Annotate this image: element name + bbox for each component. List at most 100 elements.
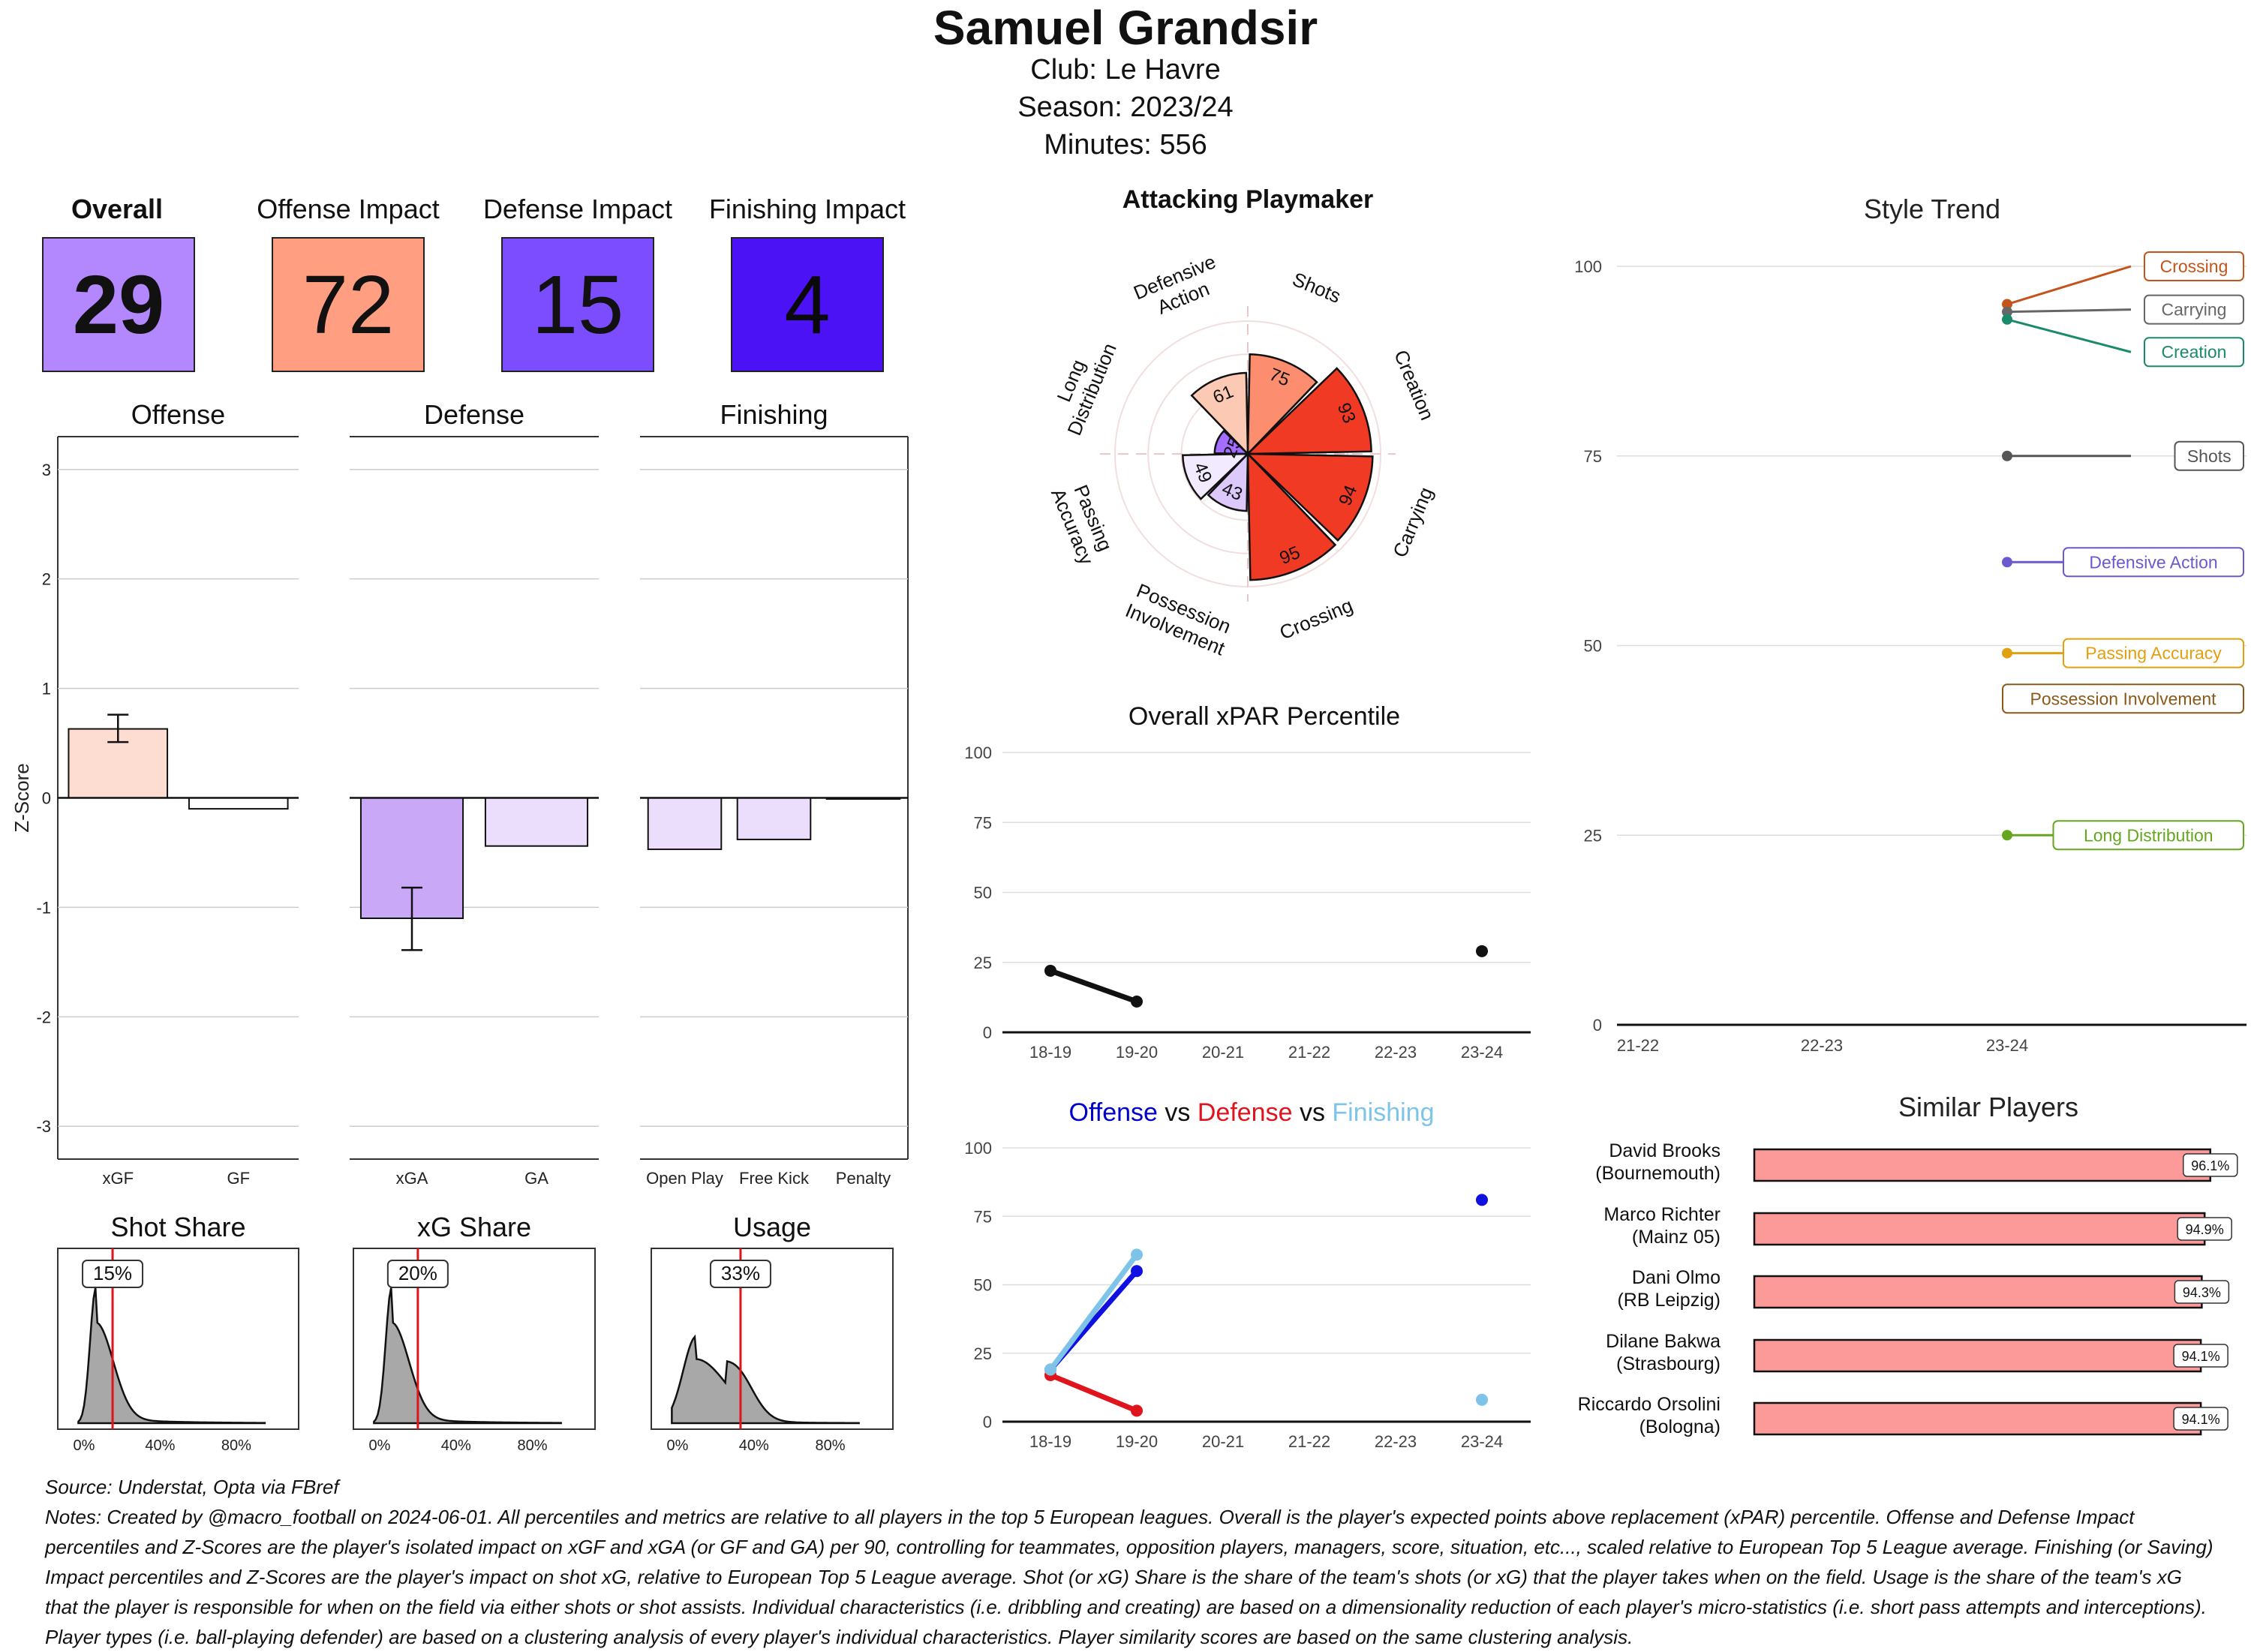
player-name: Samuel Grandsir — [933, 1, 1318, 55]
x-tick-label: 19-20 — [1116, 1432, 1158, 1451]
share-density-area — [373, 1287, 562, 1425]
y-tick-label: 50 — [974, 884, 992, 903]
radar-category-label: Crossing — [1276, 593, 1356, 644]
x-tick-label: 20-21 — [1202, 1432, 1244, 1451]
zscore-bar-gf — [188, 797, 289, 810]
club-line: Club: Le Havre — [1030, 54, 1221, 86]
similar-player-name: David Brooks — [1609, 1140, 1721, 1161]
share-x-tick: 80% — [517, 1437, 547, 1454]
series-line-finishing — [1050, 1254, 1482, 1399]
similar-player-name: (Bournemouth) — [1595, 1163, 1721, 1184]
style-label-shots: Shots — [2187, 446, 2231, 466]
style-label-box — [2144, 337, 2244, 368]
similar-score-box — [2177, 1217, 2232, 1241]
y-tick-label: 0 — [1593, 1016, 1602, 1035]
zscore-axis-label: Z-Score — [11, 763, 33, 832]
category-label-penalty: Penalty — [836, 1169, 891, 1188]
radar-wedge-possession-involvement — [1207, 451, 1249, 512]
footer-notes-block: Source: Understat, Opta via FBref Notes:… — [45, 1472, 2213, 1652]
style-label-box — [2174, 440, 2244, 471]
series-point-finishing — [1044, 1363, 1056, 1376]
similar-player-bar — [1753, 1212, 2206, 1246]
style-point — [2002, 299, 2012, 310]
style-label-passing-accuracy: Passing Accuracy — [2085, 644, 2222, 663]
similar-score-label: 96.1% — [2191, 1158, 2229, 1173]
similar-player-name: Marco Richter — [1603, 1204, 1721, 1225]
y-tick-label: 25 — [974, 1344, 992, 1363]
style-label-box — [2052, 820, 2244, 851]
series-point-defense — [1131, 1404, 1143, 1417]
y-tick-label: 100 — [1574, 257, 1602, 276]
x-tick-label: 22-23 — [1801, 1036, 1843, 1055]
series-point — [1131, 995, 1143, 1008]
share-density-area — [671, 1334, 860, 1425]
radar-wedge-shots — [1246, 353, 1318, 457]
panel-title-defense: Defense — [424, 399, 524, 430]
y-tick-label: 100 — [964, 1139, 992, 1158]
category-label-open-play: Open Play — [646, 1169, 723, 1188]
style-label-long-distribution: Long Distribution — [2084, 825, 2213, 845]
style-point — [2002, 830, 2012, 841]
share-panel-title: Shot Share — [110, 1212, 245, 1242]
finishing-impact-card-value: 4 — [731, 237, 884, 372]
radar-category-label: LongDistribution — [1042, 332, 1121, 439]
style-label-box — [2002, 683, 2244, 714]
radar-category-label: DefensiveAction — [1130, 250, 1228, 325]
radar-wedge-passing-accuracy — [1182, 452, 1251, 500]
zscore-tick-label: 1 — [42, 680, 51, 698]
similar-player-name: (Mainz 05) — [1632, 1227, 1721, 1248]
share-marker-label: 15% — [93, 1262, 132, 1284]
y-tick-label: 0 — [983, 1023, 992, 1042]
share-x-tick: 40% — [739, 1437, 769, 1454]
x-tick-label: 21-22 — [1288, 1432, 1330, 1451]
x-tick-label: 22-23 — [1375, 1432, 1417, 1451]
methodology-note: Notes: Created by @macro_football on 202… — [45, 1506, 2213, 1648]
ovd-title: Offense vs Defense vs Finishing — [1069, 1098, 1435, 1127]
style-point — [2002, 314, 2012, 325]
share-panel-title: xG Share — [417, 1212, 531, 1242]
style-label-possession-involvement: Possession Involvement — [2030, 689, 2216, 708]
y-tick-label: 50 — [974, 1276, 992, 1295]
share-marker-label: 20% — [398, 1262, 437, 1284]
series-line — [1050, 951, 1482, 1002]
zscore-bar-open-play — [647, 797, 723, 851]
similar-score-box — [2183, 1153, 2238, 1177]
minutes-line: Minutes: 556 — [1044, 129, 1207, 161]
style-connector — [2006, 318, 2132, 353]
similar-player-name: (Strasbourg) — [1616, 1353, 1721, 1374]
style-label-box — [2144, 251, 2244, 281]
x-tick-label: 23-24 — [1461, 1432, 1503, 1451]
panel-title-offense: Offense — [131, 399, 225, 430]
overall-card-title: Overall — [71, 194, 164, 224]
x-tick-label: 23-24 — [1461, 1043, 1503, 1062]
similar-player-name: Dilane Bakwa — [1606, 1331, 1721, 1352]
style-trend-title: Style Trend — [1864, 194, 2000, 224]
similar-score-box — [2173, 1407, 2228, 1431]
series-point — [1476, 945, 1488, 957]
y-tick-label: 75 — [974, 813, 992, 832]
style-connector — [2006, 308, 2132, 314]
share-x-tick: 80% — [815, 1437, 845, 1454]
similar-players-title: Similar Players — [1898, 1092, 2078, 1122]
season-line: Season: 2023/24 — [1017, 92, 1234, 123]
y-tick-label: 25 — [974, 954, 992, 972]
similar-player-bar — [1753, 1338, 2202, 1373]
style-point — [2002, 557, 2012, 568]
category-label-gf: GF — [227, 1169, 250, 1188]
radar-category-label: PossessionInvolvement — [1122, 578, 1237, 659]
share-marker-label: 33% — [721, 1262, 760, 1284]
radar-category-label: Shots — [1289, 268, 1344, 308]
share-x-tick: 40% — [441, 1437, 471, 1454]
series-point-finishing — [1131, 1248, 1143, 1261]
similar-player-name: Riccardo Orsolini — [1578, 1394, 1721, 1415]
style-label-crossing: Crossing — [2160, 257, 2228, 276]
x-tick-label: 18-19 — [1029, 1043, 1071, 1062]
style-point — [2002, 450, 2012, 461]
style-point — [2002, 647, 2012, 659]
offense-impact-card-title: Offense Impact — [257, 194, 440, 224]
style-label-carrying: Carrying — [2162, 300, 2227, 320]
radar-wedge-creation — [1245, 367, 1372, 455]
x-tick-label: 19-20 — [1116, 1043, 1158, 1062]
share-x-tick: 80% — [221, 1437, 251, 1454]
radar-category-label: PassingAccuracy — [1047, 476, 1119, 568]
